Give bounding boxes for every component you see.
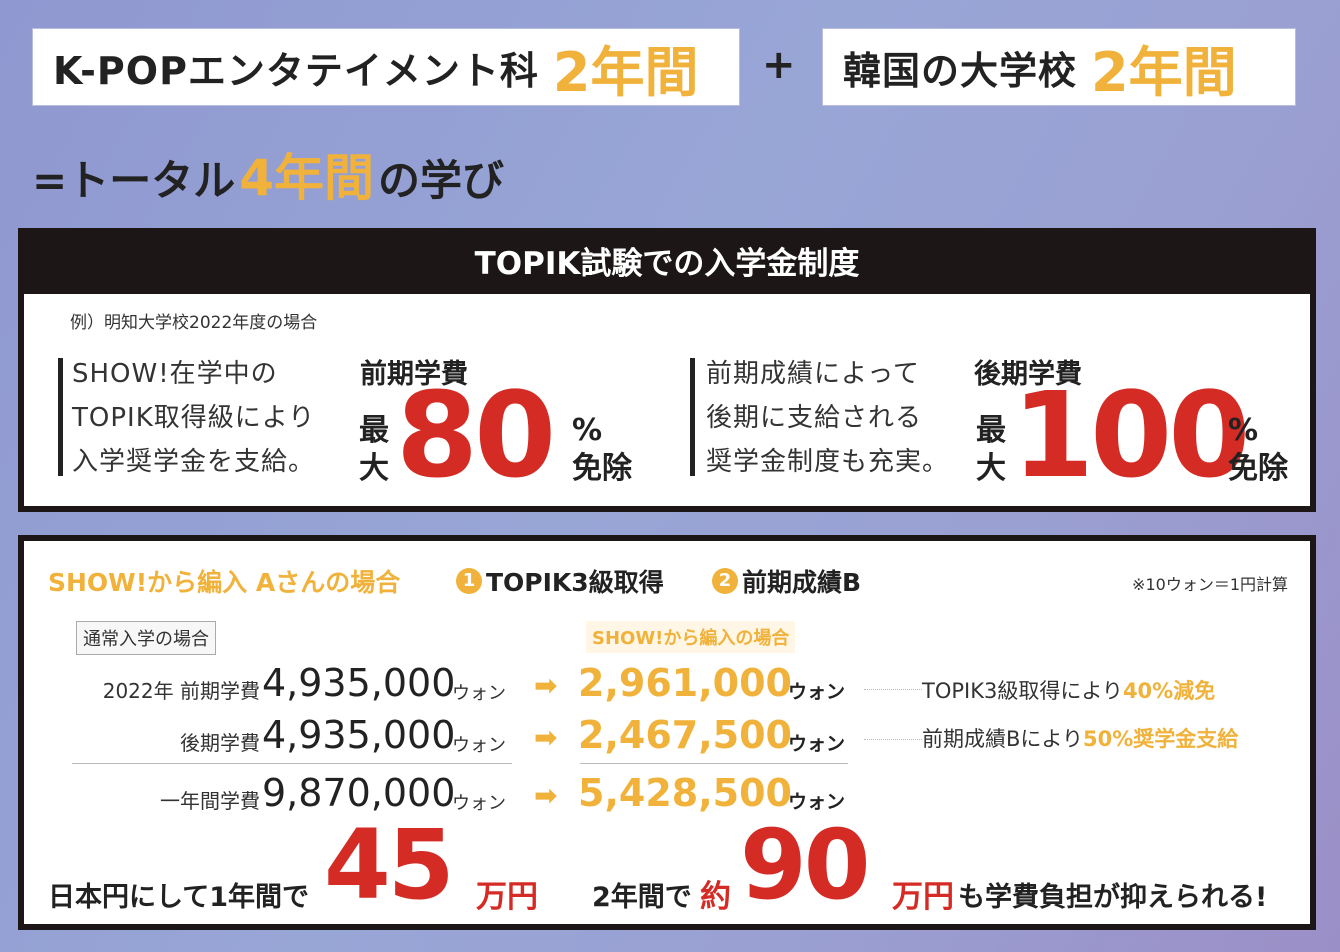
desc-line: 奨学金制度も充実。 [706,447,950,477]
first-term-pct: % 免除 [572,412,632,488]
normal-admission-tag: 通常入学の場合 [76,621,216,655]
show-amount: 2,961,000 [578,661,792,705]
normal-amount: 4,935,000 [262,661,456,705]
dotted-leader [864,739,922,740]
desc-line: SHOW!在学中の [72,359,278,389]
yearly-savings-value: 45 [324,809,455,921]
normal-amount: 4,935,000 [262,713,456,757]
man-yen-unit: 万円 [892,879,954,915]
total-prefix: =トータル [32,156,236,205]
max-char: 最 [359,413,389,448]
first-term-label: 前期学費 [360,359,468,390]
row-label: 後期学費 [180,731,260,755]
total-suffix: の学び [378,156,505,205]
won-unit: ウォン [452,683,506,704]
max-char: 最 [976,413,1006,448]
number-2-icon: 2 [712,568,738,594]
program-years: 2年間 [552,40,699,104]
topik-title: TOPIK試験での入学金制度 [474,246,860,282]
won-unit: ウォン [452,735,506,756]
divider [580,763,848,764]
max-label: 最 大 [974,412,1008,488]
program-name: K-POPエンタテイメント科 [53,48,539,93]
left-bar [58,358,63,476]
example-note: 例）明知大学校2022年度の場合 [70,313,318,333]
total-years: 4年間 [239,149,374,207]
condition-1: 1 TOPIK3級取得 [456,563,664,599]
topik-panel-body: 例）明知大学校2022年度の場合 SHOW!在学中の TOPIK取得級により 入… [24,294,1310,506]
case-panel: SHOW!から編入 Aさんの場合 1 TOPIK3級取得 2 前期成績B ※10… [18,535,1316,930]
pct-sign: % [1228,413,1259,448]
two-year-prefix: 2年間で [592,882,692,913]
won-unit: ウォン [788,791,846,813]
dotted-leader [864,689,922,690]
man-yen-unit: 万円 [476,879,538,915]
program-box-kpop: K-POPエンタテイメント科 2年間 [32,28,740,106]
exempt-label: 免除 [572,451,632,486]
about-label: 約 [700,879,731,915]
number-1-icon: 1 [456,568,482,594]
left-description: SHOW!在学中の TOPIK取得級により 入学奨学金を支給。 [72,352,315,484]
condition-1-text: TOPIK3級取得 [486,568,664,597]
max-label: 最 大 [357,412,391,488]
row-remark: 前期成績Bにより50%奨学金支給 [922,723,1238,753]
right-bar [690,358,695,476]
show-transfer-tag: SHOW!から編入の場合 [586,621,796,653]
desc-line: 後期に支給される [706,403,923,433]
won-unit: ウォン [452,793,506,814]
exchange-note: ※10ウォン＝1円計算 [1132,575,1288,594]
pct-sign: % [572,413,603,448]
two-year-savings-value: 90 [740,809,871,921]
program-box-korea: 韓国の大学校 2年間 [822,28,1296,106]
remark-highlight: 40%減免 [1122,679,1216,703]
condition-2-text: 前期成績B [742,568,862,597]
case-title: SHOW!から編入 Aさんの場合 [48,568,401,597]
desc-line: 入学奨学金を支給。 [72,447,316,477]
topik-panel: TOPIK試験での入学金制度 例）明知大学校2022年度の場合 SHOW!在学中… [18,228,1316,512]
arrow-right-icon: ➡ [534,779,558,812]
footer-prefix: 日本円にして1年間で [48,882,309,913]
desc-line: TOPIK取得級により [72,403,316,433]
row-remark: TOPIK3級取得により40%減免 [922,675,1215,705]
second-term-pct: % 免除 [1228,412,1288,488]
show-amount: 2,467,500 [578,713,792,757]
case-panel-body: SHOW!から編入 Aさんの場合 1 TOPIK3級取得 2 前期成績B ※10… [24,541,1310,924]
exempt-label: 免除 [1228,451,1288,486]
won-unit: ウォン [788,733,846,755]
footer-suffix: も学費負担が抑えられる! [958,882,1268,913]
plus-sign: + [762,42,796,88]
second-term-label: 後期学費 [974,359,1082,390]
max-char: 大 [976,451,1006,486]
condition-2: 2 前期成績B [712,563,861,599]
row-label: 2022年 前期学費 [102,679,260,703]
desc-line: 前期成績によって [706,359,920,389]
max-char: 大 [359,451,389,486]
divider [72,763,512,764]
remark-text: 前期成績Bにより [922,727,1083,751]
right-description: 前期成績によって 後期に支給される 奨学金制度も充実。 [706,352,949,484]
row-label: 一年間学費 [160,789,260,813]
normal-amount: 9,870,000 [262,771,456,815]
arrow-right-icon: ➡ [534,721,558,754]
first-term-percent-value: 80 [396,366,556,504]
university-years: 2年間 [1091,40,1237,104]
remark-text: TOPIK3級取得により [922,679,1123,703]
second-term-percent-value: 100 [1012,366,1250,504]
won-unit: ウォン [788,681,846,703]
arrow-right-icon: ➡ [534,669,558,702]
show-amount: 5,428,500 [578,771,792,815]
remark-highlight: 50%奨学金支給 [1083,727,1239,751]
university-name: 韓国の大学校 [843,48,1078,93]
total-years-heading: =トータル 4年間 の学び [32,138,504,210]
